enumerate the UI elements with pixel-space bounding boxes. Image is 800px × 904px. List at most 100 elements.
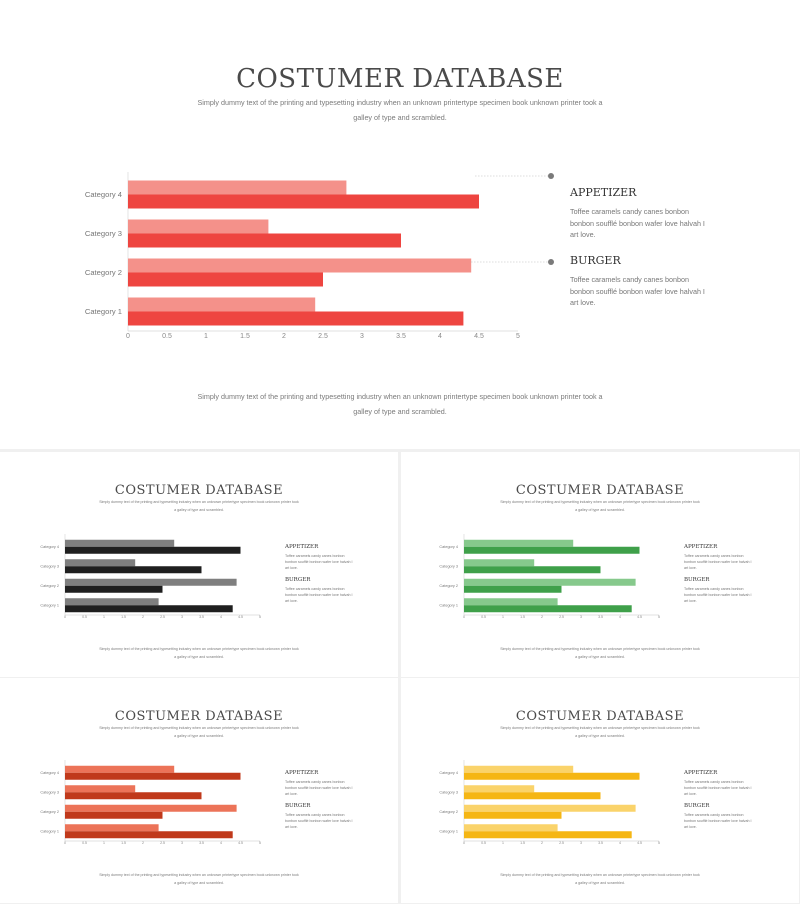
note-body-burger: Toffee caramels candy canes bonbon bonbo… — [285, 587, 353, 603]
bar-series-1 — [128, 272, 323, 287]
bar-series-2 — [65, 578, 237, 586]
category-label: Category 2 — [439, 584, 458, 588]
x-tick-label: 3.5 — [396, 333, 406, 340]
note-heading-appetizer: APPETIZER — [684, 770, 718, 776]
bar-series-1 — [464, 831, 632, 839]
category-label: Category 2 — [40, 584, 59, 588]
x-tick-label: 1 — [103, 615, 105, 619]
bar-series-1 — [464, 566, 601, 574]
category-label: Category 2 — [40, 810, 59, 814]
x-tick-label: 3 — [181, 841, 183, 845]
slide-title: COSTUMER DATABASE — [114, 709, 284, 724]
x-tick-label: 5 — [259, 841, 261, 845]
x-tick-label: 0 — [64, 841, 66, 845]
bar-series-1 — [464, 546, 640, 554]
slide-title: COSTUMER DATABASE — [114, 483, 284, 498]
bar-series-2 — [464, 578, 636, 586]
bar-series-2 — [65, 559, 136, 567]
bar-series-1 — [464, 811, 562, 819]
category-label: Category 3 — [439, 565, 458, 569]
x-tick-label: 3.5 — [598, 841, 603, 845]
connector-dot — [548, 259, 554, 265]
slide-subtitle: Simply dummy text of the printing and ty… — [99, 500, 299, 512]
x-tick-label: 0.5 — [162, 333, 172, 340]
x-tick-label: 2.5 — [318, 333, 328, 340]
x-tick-label: 0 — [64, 615, 66, 619]
thumbnail-green[interactable]: COSTUMER DATABASE Simply dummy text of t… — [401, 452, 799, 677]
slide-footer: Simply dummy text of the printing and ty… — [500, 873, 700, 885]
note-body-appetizer: Toffee caramels candy canes bonbon bonbo… — [570, 207, 705, 239]
category-label: Category 2 — [85, 268, 122, 277]
category-label: Category 1 — [439, 604, 458, 608]
x-tick-label: 1.5 — [121, 615, 126, 619]
bar-series-1 — [464, 792, 601, 800]
thumbnail-yellow[interactable]: COSTUMER DATABASE Simply dummy text of t… — [401, 678, 799, 903]
x-tick-label: 5 — [259, 615, 261, 619]
x-tick-label: 1 — [103, 841, 105, 845]
x-tick-label: 5 — [516, 333, 520, 340]
bar-series-1 — [65, 831, 233, 839]
bar-series-2 — [464, 785, 535, 793]
connector-dot — [548, 173, 554, 179]
category-label: Category 1 — [40, 604, 59, 608]
note-heading-burger: BURGER — [684, 577, 710, 583]
category-label: Category 3 — [439, 791, 458, 795]
bar-series-2 — [128, 219, 269, 234]
x-tick-label: 1.5 — [520, 841, 525, 845]
x-tick-label: 1 — [502, 841, 504, 845]
slide-title: COSTUMER DATABASE — [236, 64, 564, 94]
bar-series-1 — [65, 772, 241, 780]
category-label: Category 3 — [40, 565, 59, 569]
x-tick-label: 3 — [580, 615, 582, 619]
x-tick-label: 1.5 — [520, 615, 525, 619]
x-tick-label: 3 — [580, 841, 582, 845]
x-tick-label: 4.5 — [637, 841, 642, 845]
bar-series-1 — [128, 233, 401, 248]
x-tick-label: 2 — [142, 615, 144, 619]
note-heading-appetizer: APPETIZER — [684, 544, 718, 550]
bar-series-2 — [464, 598, 558, 606]
note-heading-burger: BURGER — [684, 803, 710, 809]
bar-series-2 — [464, 765, 574, 773]
thumbnail-orange[interactable]: COSTUMER DATABASE Simply dummy text of t… — [0, 678, 398, 903]
category-label: Category 3 — [85, 229, 122, 238]
category-label: Category 3 — [40, 791, 59, 795]
category-label: Category 1 — [85, 307, 122, 316]
thumbnail-gray[interactable]: COSTUMER DATABASE Simply dummy text of t… — [0, 452, 398, 677]
category-label: Category 4 — [40, 545, 59, 549]
slide-footer: Simply dummy text of the printing and ty… — [99, 647, 299, 659]
bar-series-1 — [65, 792, 202, 800]
x-tick-label: 2 — [282, 333, 286, 340]
main-slide: COSTUMER DATABASE Simply dummy text of t… — [0, 0, 800, 449]
bar-series-1 — [464, 605, 632, 613]
bar-series-2 — [128, 297, 316, 312]
x-tick-label: 0.5 — [481, 615, 486, 619]
category-label: Category 1 — [439, 830, 458, 834]
x-tick-label: 3.5 — [199, 615, 204, 619]
note-heading-appetizer: APPETIZER — [285, 770, 319, 776]
note-body-burger: Toffee caramels candy canes bonbon bonbo… — [684, 813, 752, 829]
slide-footer: Simply dummy text of the printing and ty… — [500, 647, 700, 659]
bar-series-2 — [464, 559, 535, 567]
bar-series-1 — [464, 772, 640, 780]
slide-footer: Simply dummy text of the printing and ty… — [99, 873, 299, 885]
note-body-burger: Toffee caramels candy canes bonbon bonbo… — [684, 587, 752, 603]
note-body-appetizer: Toffee caramels candy canes bonbon bonbo… — [285, 554, 353, 570]
note-heading-burger: BURGER — [570, 254, 621, 267]
x-tick-label: 3 — [181, 615, 183, 619]
x-tick-label: 4 — [619, 615, 621, 619]
x-tick-label: 2 — [142, 841, 144, 845]
bar-chart: Category 1 Category 2 Category 3 Category 4… — [40, 760, 261, 845]
x-tick-label: 5 — [658, 841, 660, 845]
bar-series-1 — [65, 546, 241, 554]
bar-series-2 — [464, 824, 558, 832]
bar-chart: Category 1 Category 2 Category 3 Category 4… — [439, 534, 660, 619]
note-heading-appetizer: APPETIZER — [570, 186, 637, 199]
x-tick-label: 4 — [220, 615, 222, 619]
slide-subtitle: Simply dummy text of the printing and ty… — [197, 98, 603, 122]
x-tick-label: 4.5 — [474, 333, 484, 340]
bar-series-1 — [65, 566, 202, 574]
slide-title: COSTUMER DATABASE — [515, 709, 685, 724]
x-tick-label: 0.5 — [82, 841, 87, 845]
bar-series-2 — [128, 258, 472, 273]
